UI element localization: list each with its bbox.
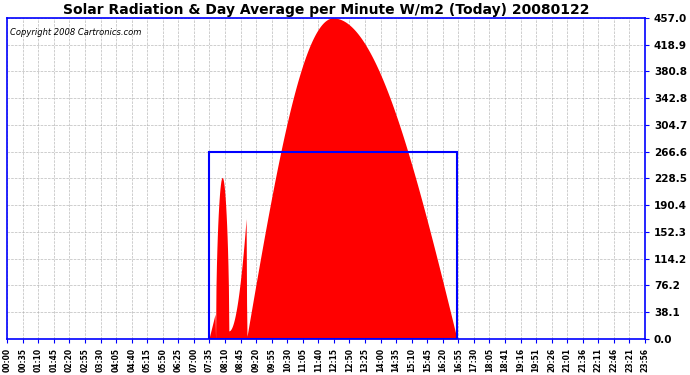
Title: Solar Radiation & Day Average per Minute W/m2 (Today) 20080122: Solar Radiation & Day Average per Minute… xyxy=(63,3,589,17)
Bar xyxy=(209,152,457,339)
Text: Copyright 2008 Cartronics.com: Copyright 2008 Cartronics.com xyxy=(10,28,142,37)
